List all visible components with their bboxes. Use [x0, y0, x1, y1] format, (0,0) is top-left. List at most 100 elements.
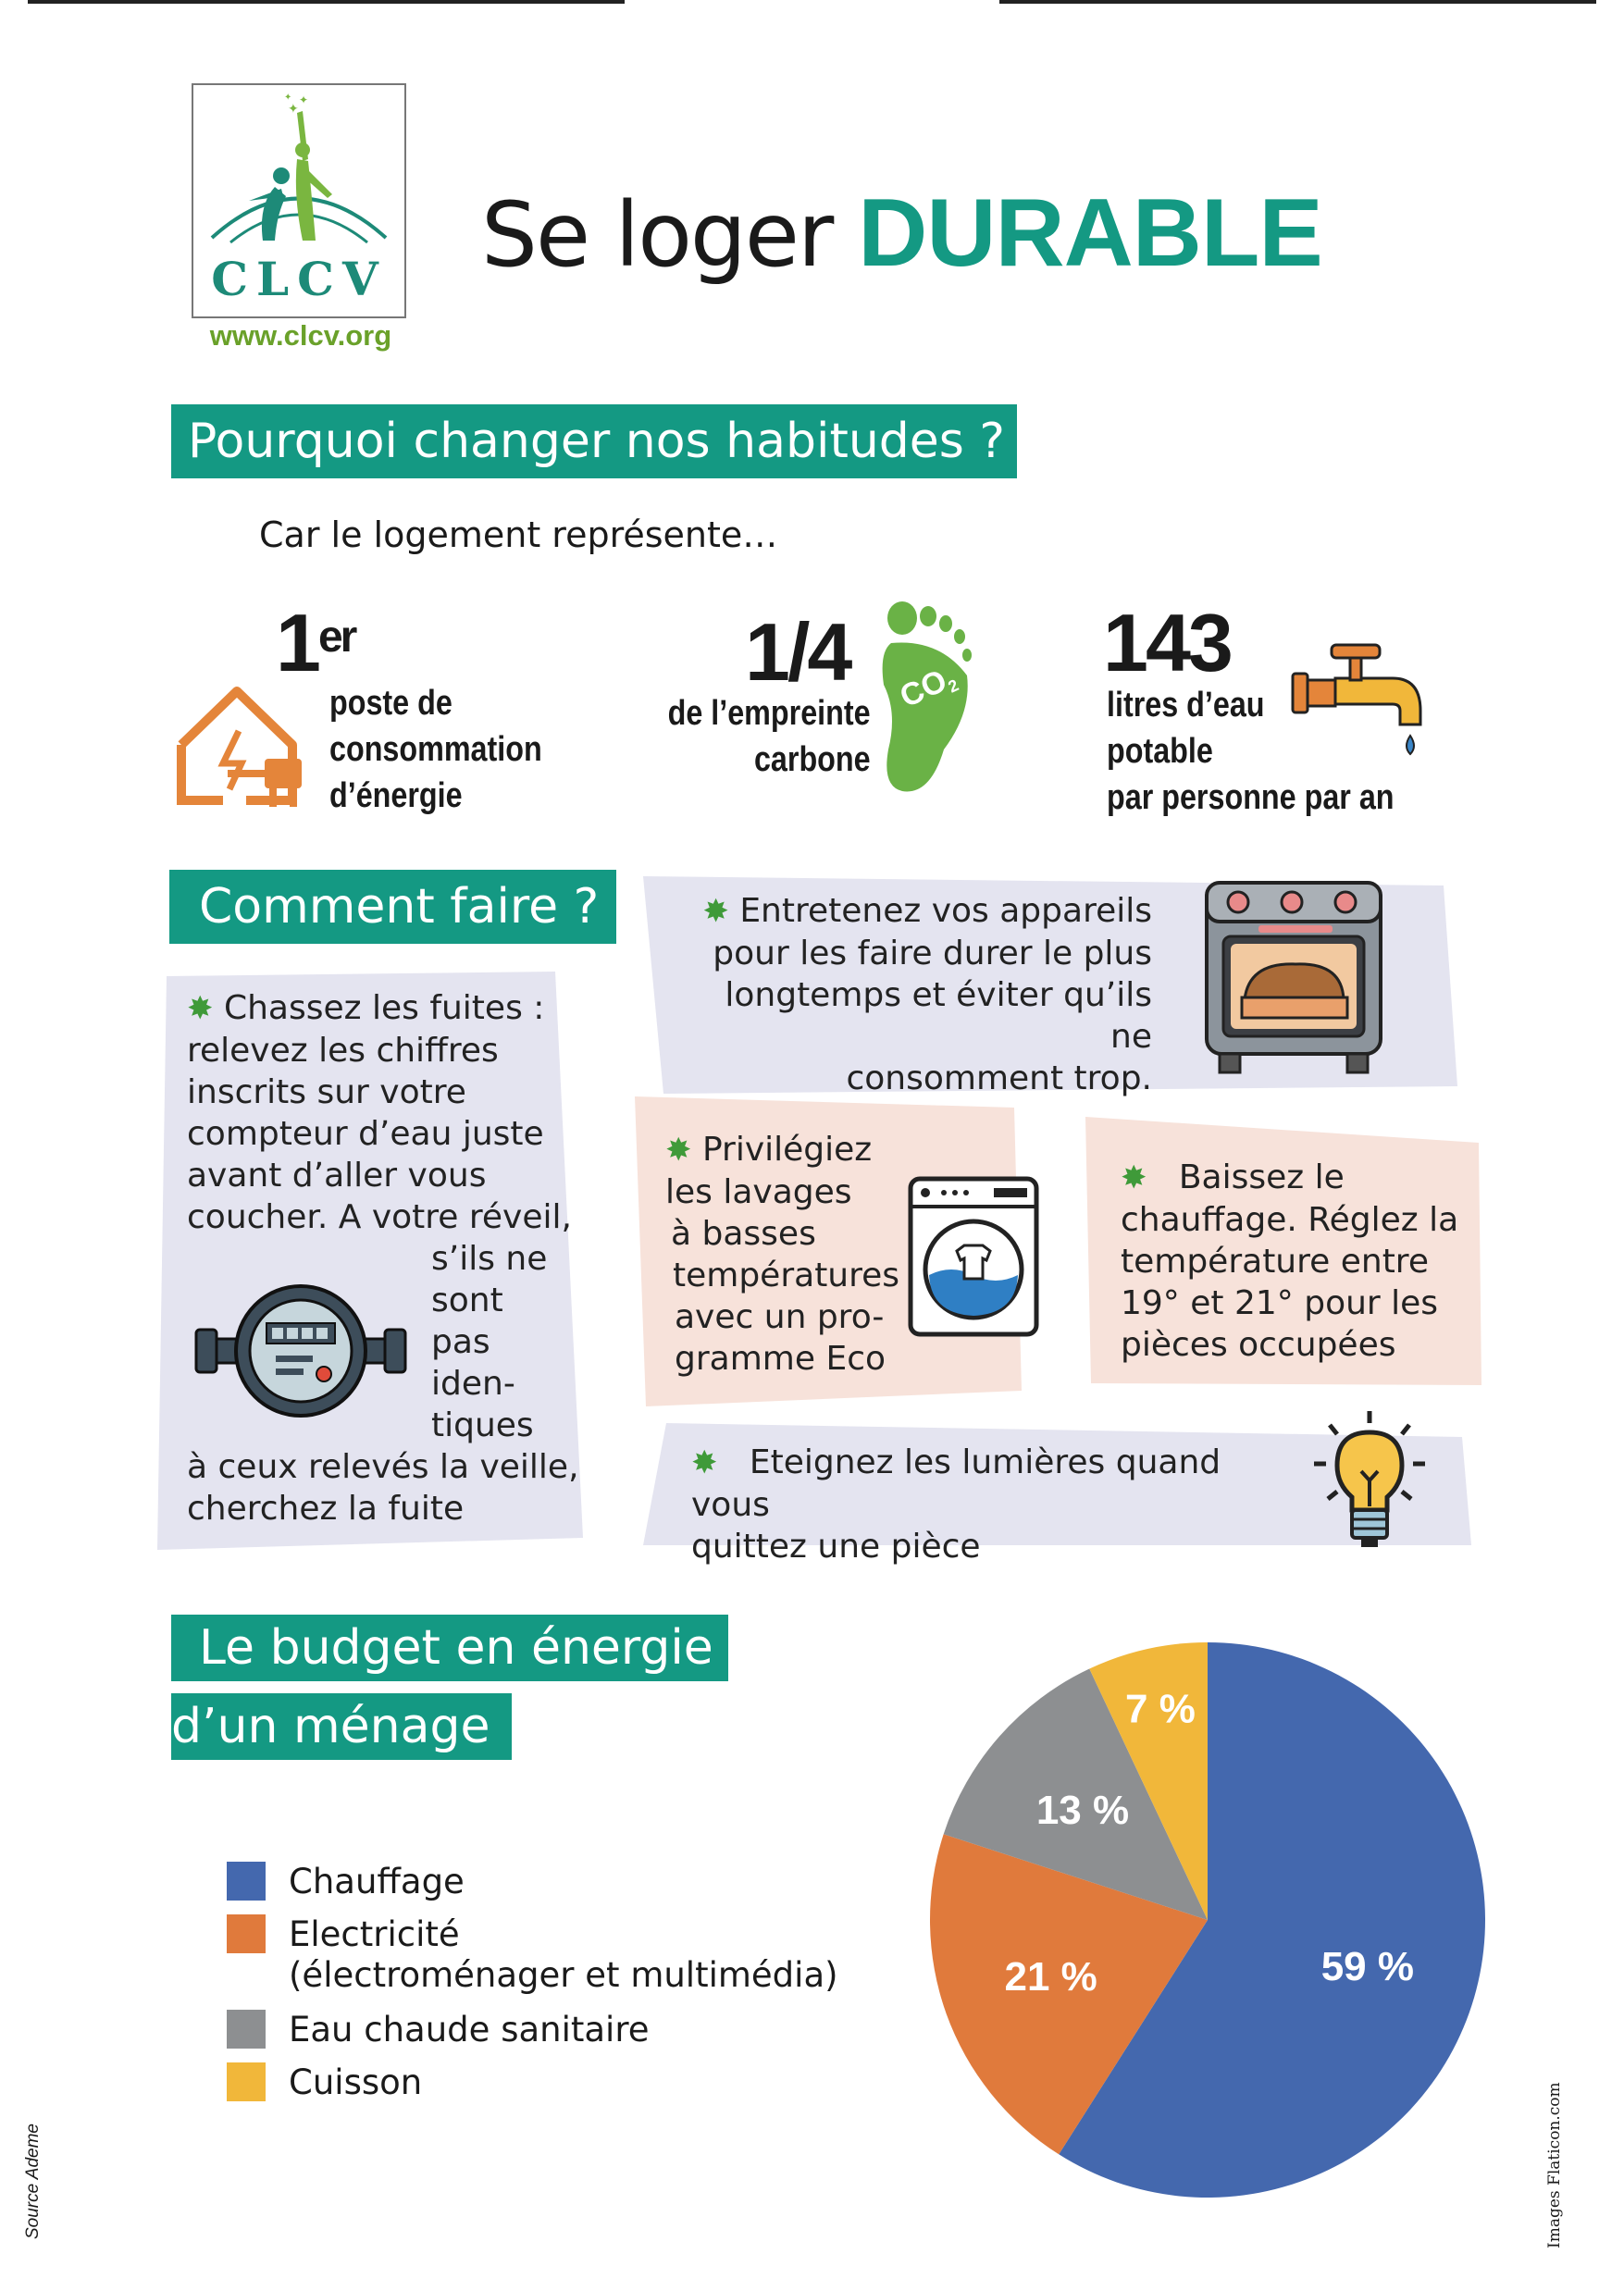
- top-rule-left: [28, 0, 625, 4]
- tip-card-appliances: ✸ Entretenez vos appareils pour les fair…: [643, 872, 1457, 1101]
- tip-line: coucher. A votre réveil,: [187, 1198, 572, 1236]
- logo-figures-icon: ✦ ✦ ✦: [210, 93, 388, 244]
- tip-line: à ceux relevés la veille,: [187, 1448, 579, 1486]
- tip-line: chauffage. Réglez la: [1121, 1201, 1459, 1239]
- tip-line: Privilégiez: [701, 1131, 873, 1169]
- tip-line: iden-: [431, 1365, 515, 1403]
- legend-label: Cuisson: [289, 2062, 423, 2102]
- logo-url[interactable]: www.clcv.org: [209, 319, 392, 352]
- legend-label-sub: (électroménager et multimédia): [289, 1955, 838, 1995]
- legend-label: Eau chaude sanitaire: [289, 2009, 650, 2050]
- tip-line: Eteignez les lumières quand vous: [691, 1443, 1221, 1524]
- light-bulb-icon: [1314, 1411, 1425, 1547]
- top-rule-right: [999, 0, 1596, 4]
- svg-text:✦: ✦: [299, 93, 308, 106]
- stat-3-line: litres d’eau: [1107, 686, 1265, 724]
- tip-line: pièces occupées: [1121, 1326, 1396, 1364]
- section-heading-how: Comment faire ?: [169, 870, 616, 944]
- stat-3-line: potable: [1107, 732, 1213, 771]
- tip-line: pour les faire durer le plus: [713, 935, 1152, 972]
- stat-2-value: 1/4: [745, 606, 852, 698]
- source-note: Source Ademe: [23, 2124, 43, 2239]
- stat-1-sup: er: [317, 613, 357, 662]
- pie-slice-chauffage: [1059, 1642, 1485, 2198]
- pie-label: 13 %: [1036, 1788, 1129, 1833]
- page-title: Se loger DURABLE: [481, 178, 1323, 291]
- tip-line: avec un pro-: [675, 1298, 885, 1336]
- legend-label: Electricité: [289, 1913, 460, 1954]
- tip-card-washing: ✸ Privilégiez les lavages à basses tempé…: [635, 1096, 1039, 1406]
- legend-swatch: [227, 1914, 266, 1953]
- title-part2: DURABLE: [858, 180, 1322, 287]
- tip-lights-text: ✸ Eteignez les lumières quand vous quitt…: [691, 1442, 1302, 1567]
- legend-item: Cuisson: [227, 2061, 422, 2103]
- image-credits: Images Flaticon.com: [1545, 2082, 1564, 2248]
- tip-card-leaks: ✸ Chassez les fuites : relevez les chiff…: [157, 972, 592, 1550]
- legend-swatch: [227, 1862, 266, 1901]
- legend-swatch: [227, 2062, 266, 2101]
- stat-2-line: de l’empreinte: [667, 694, 871, 733]
- svg-text:✦: ✦: [284, 93, 291, 103]
- stat-2-line: carbone: [753, 740, 871, 779]
- stat-1-value: 1er: [276, 601, 357, 685]
- section-heading-why: Pourquoi changer nos habitudes ?: [171, 404, 1017, 478]
- tip-line: relevez les chiffres: [187, 1032, 499, 1070]
- stat-3-text: litres d’eau potable par personne par an: [1107, 682, 1395, 821]
- stat-1-line: poste de: [329, 684, 452, 723]
- legend-item: Eau chaude sanitaire: [227, 2008, 650, 2050]
- energy-budget-pie-chart: 59 % 21 % 13 % 7 %: [930, 1642, 1485, 2198]
- tip-line: longtemps et éviter qu’ils ne: [725, 976, 1152, 1056]
- tip-line: tiques: [431, 1406, 534, 1444]
- section-heading-budget-1: Le budget en énergie: [171, 1615, 728, 1681]
- pie-label: 59 %: [1321, 1944, 1414, 1989]
- tip-line: sont: [431, 1282, 503, 1319]
- tip-card-bg: [643, 1423, 1471, 1545]
- stat-2-text: de l’empreinte carbone: [653, 690, 871, 783]
- logo-text: CLCV: [211, 252, 387, 306]
- tip-line: s’ils ne: [431, 1240, 548, 1278]
- stat-3-value: 143: [1103, 597, 1233, 688]
- tip-line: Chassez les fuites :: [223, 989, 545, 1027]
- house-plug-icon: [177, 687, 302, 807]
- bullet-icon: ✸: [691, 1444, 718, 1481]
- tip-line: à basses: [671, 1215, 816, 1253]
- pie-slice-electricit-: [930, 1834, 1208, 2155]
- tip-line: Baissez le: [1178, 1158, 1345, 1196]
- section-heading-budget-2: d’un ménage: [171, 1693, 512, 1760]
- co2-footprint-icon: CO2: [882, 601, 972, 792]
- tip-line: Entretenez vos appareils: [739, 892, 1152, 930]
- tip-line: quittez une pièce: [691, 1528, 981, 1566]
- tip-line: les lavages: [665, 1173, 852, 1211]
- legend-swatch: [227, 2010, 266, 2049]
- tip-line: température entre: [1121, 1243, 1429, 1281]
- legend-item: Electricité: [227, 1913, 460, 1955]
- water-tap-icon: [1291, 643, 1422, 756]
- tip-line: cherchez la fuite: [187, 1490, 465, 1528]
- pie-label: 21 %: [1004, 1954, 1097, 2000]
- tip-line: inscrits sur votre: [187, 1073, 466, 1111]
- tip-heating-text: ✸ Baissez le chauffage. Réglez la tempér…: [1121, 1157, 1481, 1366]
- tip-line: 19° et 21° pour les: [1121, 1284, 1439, 1322]
- pie-slice-eau-chaude-sanitaire: [943, 1668, 1208, 1920]
- stat-1-line: consommation: [329, 730, 542, 769]
- water-meter-icon: [194, 1284, 407, 1418]
- stat-1-text: poste de consommation d’énergie: [329, 680, 542, 819]
- tip-washing-text: ✸ Privilégiez les lavages à basses tempé…: [665, 1129, 906, 1380]
- tip-line: avant d’aller vous: [187, 1157, 487, 1195]
- svg-text:✦: ✦: [288, 102, 299, 117]
- tip-line: gramme Eco: [675, 1340, 886, 1378]
- tip-leaks-text: ✸ Chassez les fuites : relevez les chiff…: [187, 987, 585, 1529]
- oven-icon: [1205, 881, 1382, 1074]
- washing-machine-icon: [908, 1176, 1039, 1337]
- tip-line: températures: [673, 1257, 900, 1294]
- tip-line: pas: [431, 1323, 490, 1361]
- pie-label: 7 %: [1125, 1687, 1196, 1732]
- pie-slice-cuisson: [1089, 1642, 1208, 1920]
- section-intro: Car le logement représente…: [259, 514, 778, 555]
- bullet-icon: ✸: [665, 1132, 692, 1169]
- tip-line: compteur d’eau juste: [187, 1115, 544, 1153]
- tip-appliances-text: ✸ Entretenez vos appareils pour les fair…: [680, 890, 1152, 1099]
- stat-1-line: d’énergie: [329, 776, 463, 815]
- bullet-icon: ✸: [187, 990, 214, 1027]
- stat-1-number: 1: [276, 597, 321, 688]
